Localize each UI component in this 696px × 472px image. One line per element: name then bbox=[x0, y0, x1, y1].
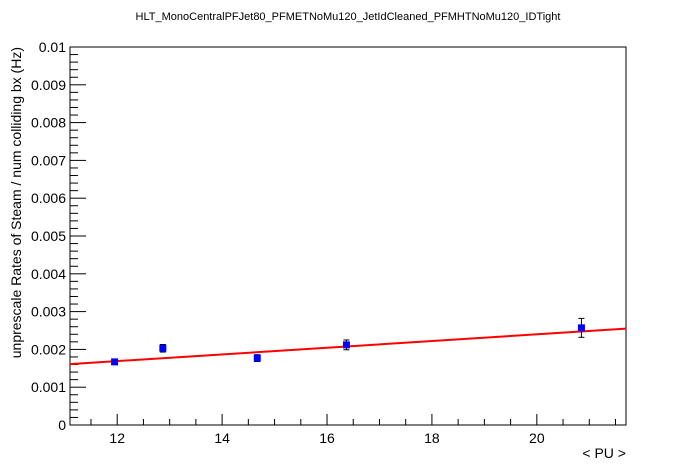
x-tick-label: 16 bbox=[319, 430, 335, 446]
data-point bbox=[577, 324, 585, 332]
x-tick-label: 14 bbox=[214, 430, 230, 446]
data-point bbox=[342, 341, 350, 349]
axes: 0 0.001 0.002 0.003 0.004 0.005 0.006 0.007 0.00… bbox=[31, 39, 627, 446]
data-point bbox=[253, 354, 261, 362]
y-tick-label: 0.008 bbox=[31, 115, 66, 131]
y-tick-label: 0.005 bbox=[31, 228, 66, 244]
y-tick-label: 0.01 bbox=[39, 39, 66, 55]
plot-frame bbox=[69, 46, 627, 426]
points-layer bbox=[111, 317, 585, 366]
y-tick-label: 0.006 bbox=[31, 190, 66, 206]
y-tick-label: 0.007 bbox=[31, 152, 66, 168]
y-tick-label: 0.002 bbox=[31, 341, 66, 357]
x-tick-label: 20 bbox=[529, 430, 545, 446]
x-axis-label: < PU > bbox=[582, 445, 626, 461]
y-tick-label: 0 bbox=[58, 417, 66, 433]
chart-title: HLT_MonoCentralPFJet80_PFMETNoMu120_JetI… bbox=[136, 11, 561, 23]
y-tick-label: 0.004 bbox=[31, 266, 66, 282]
x-tick-label: 12 bbox=[109, 430, 125, 446]
data-point bbox=[159, 344, 167, 352]
y-axis-label: unprescale Rates of Steam / num collidin… bbox=[8, 47, 24, 358]
y-tick-label: 0.003 bbox=[31, 304, 66, 320]
data-point bbox=[111, 358, 119, 366]
y-tick-label: 0.001 bbox=[31, 379, 66, 395]
x-tick-label: 18 bbox=[424, 430, 440, 446]
y-tick-label: 0.009 bbox=[31, 77, 66, 93]
